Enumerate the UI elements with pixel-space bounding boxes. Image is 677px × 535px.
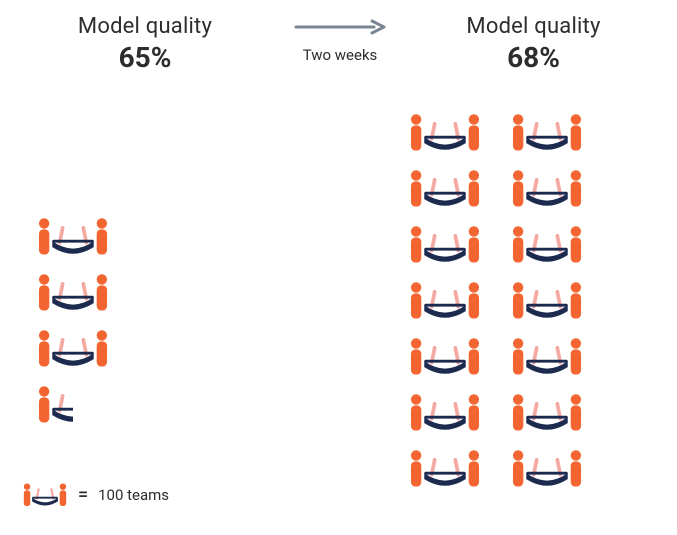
right-icon-grid xyxy=(408,112,584,488)
right-value: 68% xyxy=(390,41,677,74)
transition-caption: Two weeks xyxy=(303,46,378,64)
arrow-icon xyxy=(294,18,386,40)
team-icon xyxy=(408,336,482,376)
team-icon xyxy=(510,112,584,152)
team-icon xyxy=(510,448,584,488)
team-icon xyxy=(408,168,482,208)
team-icon xyxy=(36,272,110,312)
header-row: Model quality 65% Two weeks Model qualit… xyxy=(0,0,677,74)
right-heading: Model quality 68% xyxy=(390,14,677,74)
transition: Two weeks xyxy=(290,14,390,64)
legend-equals: = xyxy=(78,484,88,505)
left-value: 65% xyxy=(0,41,290,74)
legend: = 100 teams xyxy=(22,482,169,507)
team-icon xyxy=(408,112,482,152)
left-heading: Model quality 65% xyxy=(0,14,290,74)
team-icon xyxy=(36,328,110,368)
team-icon xyxy=(510,336,584,376)
left-icon-stack xyxy=(36,216,110,424)
team-icon xyxy=(408,224,482,264)
legend-label: 100 teams xyxy=(98,486,169,504)
team-icon xyxy=(36,216,110,256)
team-icon xyxy=(510,224,584,264)
team-icon xyxy=(408,448,482,488)
legend-team-icon xyxy=(22,482,68,507)
team-icon xyxy=(408,280,482,320)
team-icon xyxy=(408,392,482,432)
team-icon-partial xyxy=(36,384,110,424)
team-icon xyxy=(510,392,584,432)
team-icon xyxy=(510,280,584,320)
team-icon xyxy=(510,168,584,208)
left-title: Model quality xyxy=(0,14,290,39)
right-title: Model quality xyxy=(390,14,677,39)
